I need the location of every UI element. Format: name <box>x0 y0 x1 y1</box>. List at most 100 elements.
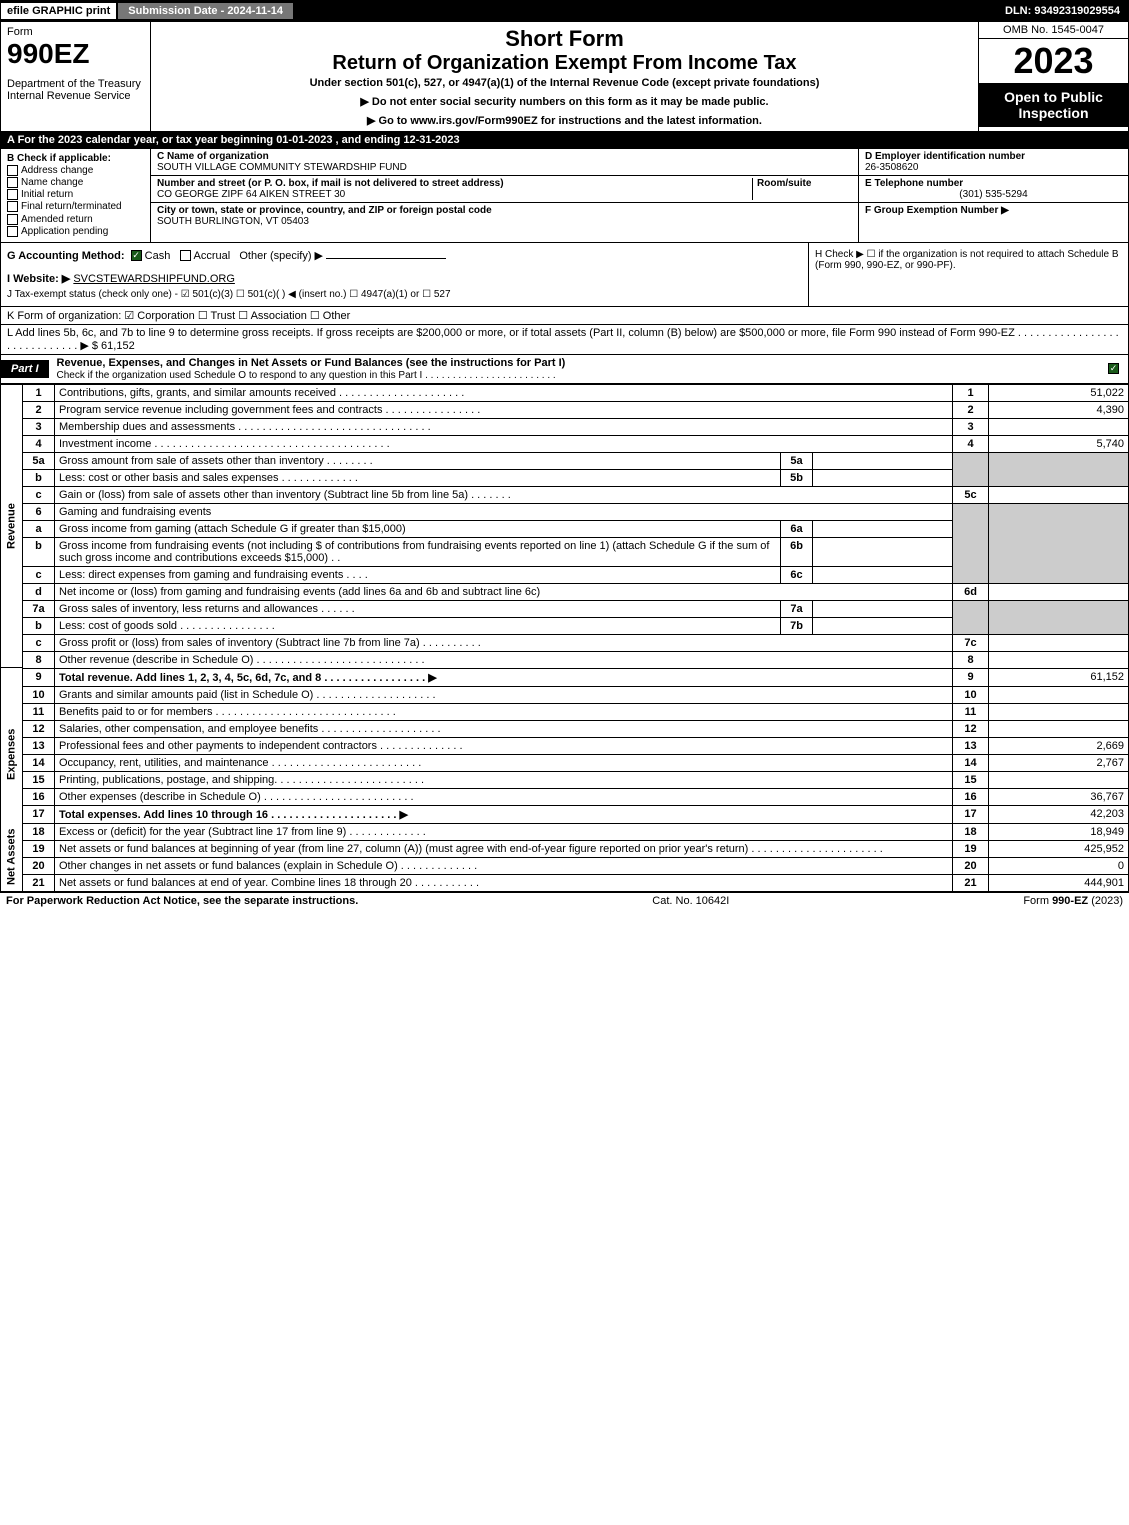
line-6a-text: Gross income from gaming (attach Schedul… <box>55 520 781 537</box>
line-10-text: Grants and similar amounts paid (list in… <box>55 686 953 703</box>
line-4-box: 4 <box>953 435 989 452</box>
form-label: Form <box>7 26 144 38</box>
public-inspection: Open to Public Inspection <box>979 83 1128 127</box>
row-j: J Tax-exempt status (check only one) - ☑… <box>7 289 802 300</box>
application-pending-checkbox[interactable]: Application pending <box>7 226 144 237</box>
dln: DLN: 93492319029554 <box>997 3 1128 19</box>
line-16-box: 16 <box>953 788 989 805</box>
amended-return-checkbox[interactable]: Amended return <box>7 214 144 225</box>
ssn-note: ▶ Do not enter social security numbers o… <box>157 95 972 108</box>
line-5b-subamt <box>813 469 953 486</box>
row-h: H Check ▶ ☐ if the organization is not r… <box>808 243 1128 306</box>
page-footer: For Paperwork Reduction Act Notice, see … <box>0 892 1129 909</box>
line-17-num: 17 <box>23 805 55 823</box>
short-form-title: Short Form <box>157 26 972 52</box>
line-12-text: Salaries, other compensation, and employ… <box>55 720 953 737</box>
line-6b-text: Gross income from fundraising events (no… <box>55 537 781 566</box>
line-7b-num: b <box>23 617 55 634</box>
line-6-text: Gaming and fundraising events <box>55 503 953 520</box>
line-5a-subamt <box>813 452 953 469</box>
tax-year: 2023 <box>979 39 1128 83</box>
line-6c-box: 6c <box>781 566 813 583</box>
efile-link[interactable]: efile GRAPHIC print <box>1 3 118 19</box>
line-2-box: 2 <box>953 401 989 418</box>
line-3-box: 3 <box>953 418 989 435</box>
line-20-num: 20 <box>23 857 55 874</box>
section-bcdef: B Check if applicable: Address change Na… <box>0 149 1129 243</box>
subhead: Under section 501(c), 527, or 4947(a)(1)… <box>157 77 972 89</box>
line-6d-text: Net income or (loss) from gaming and fun… <box>55 583 953 600</box>
line-18-amount: 18,949 <box>989 823 1129 840</box>
footer-mid: Cat. No. 10642I <box>652 895 729 907</box>
part1-header: Part I Revenue, Expenses, and Changes in… <box>0 355 1129 384</box>
line-14-text: Occupancy, rent, utilities, and maintena… <box>55 754 953 771</box>
line-12-num: 12 <box>23 720 55 737</box>
line-2-num: 2 <box>23 401 55 418</box>
d-ein-label: D Employer identification number <box>865 151 1025 162</box>
line-8-box: 8 <box>953 651 989 668</box>
line-8-text: Other revenue (describe in Schedule O) .… <box>55 651 953 668</box>
line-9-box: 9 <box>953 668 989 686</box>
line-7b-box: 7b <box>781 617 813 634</box>
line-14-amount: 2,767 <box>989 754 1129 771</box>
line-1-text: Contributions, gifts, grants, and simila… <box>55 384 953 401</box>
initial-return-checkbox[interactable]: Initial return <box>7 189 144 200</box>
line-5b-box: 5b <box>781 469 813 486</box>
accrual-checkbox[interactable] <box>180 250 191 261</box>
website-link[interactable]: SVCSTEWARDSHIPFUND.ORG <box>73 273 235 285</box>
line-16-text: Other expenses (describe in Schedule O) … <box>55 788 953 805</box>
line-6b-subamt <box>813 537 953 566</box>
line-17-box: 17 <box>953 805 989 823</box>
line-9-amount: 61,152 <box>989 668 1129 686</box>
part1-sub: Check if the organization used Schedule … <box>57 370 556 381</box>
col-c: C Name of organization SOUTH VILLAGE COM… <box>151 149 858 242</box>
name-change-checkbox[interactable]: Name change <box>7 177 144 188</box>
line-13-amount: 2,669 <box>989 737 1129 754</box>
ein: 26-3508620 <box>865 162 918 173</box>
street-label: Number and street (or P. O. box, if mail… <box>157 178 504 189</box>
part1-schedo-checkbox[interactable]: ✓ <box>1108 363 1119 374</box>
line-5c-box: 5c <box>953 486 989 503</box>
row-a: A For the 2023 calendar year, or tax yea… <box>0 132 1129 149</box>
line-5c-amount <box>989 486 1129 503</box>
line-5a-box: 5a <box>781 452 813 469</box>
line-5b-text: Less: cost or other basis and sales expe… <box>55 469 781 486</box>
topbar: efile GRAPHIC print Submission Date - 20… <box>0 0 1129 22</box>
line-7a-text: Gross sales of inventory, less returns a… <box>55 600 781 617</box>
line-7a-box: 7a <box>781 600 813 617</box>
line-5c-num: c <box>23 486 55 503</box>
line-7c-text: Gross profit or (loss) from sales of inv… <box>55 634 953 651</box>
line-9-text: Total revenue. Add lines 1, 2, 3, 4, 5c,… <box>55 668 953 686</box>
line-2-amount: 4,390 <box>989 401 1129 418</box>
line-11-amount <box>989 703 1129 720</box>
line-6b-box: 6b <box>781 537 813 566</box>
line-6d-box: 6d <box>953 583 989 600</box>
omb-number: OMB No. 1545-0047 <box>979 22 1128 39</box>
website-label: I Website: ▶ <box>7 273 70 285</box>
return-title: Return of Organization Exempt From Incom… <box>157 52 972 75</box>
line-5c-text: Gain or (loss) from sale of assets other… <box>55 486 953 503</box>
cash-checkbox[interactable]: ✓ <box>131 250 142 261</box>
b-header: B Check if applicable: <box>7 153 144 164</box>
row-g: G Accounting Method: ✓Cash Accrual Other… <box>1 243 808 306</box>
final-return-checkbox[interactable]: Final return/terminated <box>7 201 144 212</box>
part1-title: Revenue, Expenses, and Changes in Net As… <box>57 357 566 369</box>
line-6a-num: a <box>23 520 55 537</box>
line-12-amount <box>989 720 1129 737</box>
city-state-zip: SOUTH BURLINGTON, VT 05403 <box>157 216 309 227</box>
lines-table: Revenue 1Contributions, gifts, grants, a… <box>0 384 1129 892</box>
line-19-num: 19 <box>23 840 55 857</box>
address-change-checkbox[interactable]: Address change <box>7 165 144 176</box>
line-15-amount <box>989 771 1129 788</box>
line-7b-text: Less: cost of goods sold . . . . . . . .… <box>55 617 781 634</box>
line-7c-box: 7c <box>953 634 989 651</box>
line-18-box: 18 <box>953 823 989 840</box>
org-name: SOUTH VILLAGE COMMUNITY STEWARDSHIP FUND <box>157 162 407 173</box>
line-19-box: 19 <box>953 840 989 857</box>
line-14-num: 14 <box>23 754 55 771</box>
line-1-box: 1 <box>953 384 989 401</box>
expenses-label: Expenses <box>1 686 23 823</box>
line-13-num: 13 <box>23 737 55 754</box>
netassets-label: Net Assets <box>1 823 23 891</box>
line-13-box: 13 <box>953 737 989 754</box>
